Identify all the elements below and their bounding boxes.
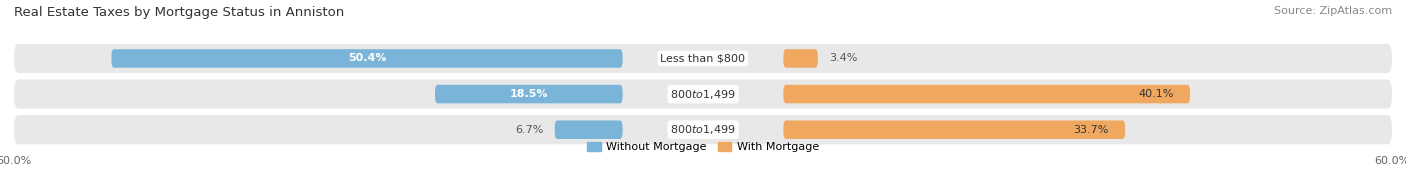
Legend: Without Mortgage, With Mortgage: Without Mortgage, With Mortgage bbox=[582, 137, 824, 157]
Text: 50.4%: 50.4% bbox=[347, 54, 387, 64]
Text: 18.5%: 18.5% bbox=[509, 89, 548, 99]
Text: 40.1%: 40.1% bbox=[1137, 89, 1174, 99]
FancyBboxPatch shape bbox=[555, 121, 623, 139]
FancyBboxPatch shape bbox=[14, 44, 1392, 73]
Text: $800 to $1,499: $800 to $1,499 bbox=[671, 88, 735, 101]
FancyBboxPatch shape bbox=[14, 115, 1392, 144]
FancyBboxPatch shape bbox=[783, 49, 818, 68]
Text: Less than $800: Less than $800 bbox=[661, 54, 745, 64]
FancyBboxPatch shape bbox=[111, 49, 623, 68]
Text: $800 to $1,499: $800 to $1,499 bbox=[671, 123, 735, 136]
FancyBboxPatch shape bbox=[783, 85, 1189, 103]
Text: 6.7%: 6.7% bbox=[515, 125, 543, 135]
Text: 3.4%: 3.4% bbox=[830, 54, 858, 64]
FancyBboxPatch shape bbox=[14, 79, 1392, 109]
FancyBboxPatch shape bbox=[783, 121, 1125, 139]
Text: Source: ZipAtlas.com: Source: ZipAtlas.com bbox=[1274, 6, 1392, 16]
FancyBboxPatch shape bbox=[434, 85, 623, 103]
Text: 33.7%: 33.7% bbox=[1073, 125, 1108, 135]
Text: Real Estate Taxes by Mortgage Status in Anniston: Real Estate Taxes by Mortgage Status in … bbox=[14, 6, 344, 19]
